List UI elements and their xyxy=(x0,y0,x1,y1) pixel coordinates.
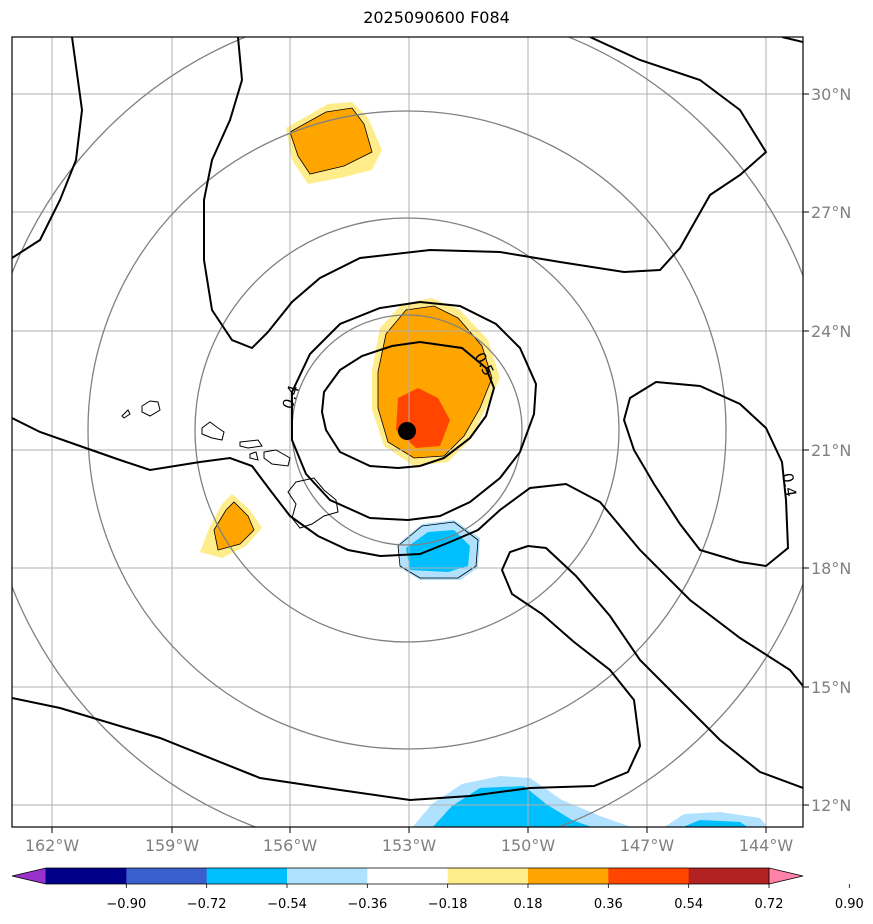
contour-label-west: 0.4 xyxy=(279,383,303,411)
latitude-labels: 30°N 27°N 24°N 21°N 18°N 15°N 12°N xyxy=(811,85,851,815)
contour-label-east: 0.4 xyxy=(778,472,800,499)
colorbar-segment xyxy=(447,868,529,884)
colorbar-tick-label: 0.36 xyxy=(594,897,623,912)
colorbar-outline xyxy=(46,867,769,885)
lat-label: 21°N xyxy=(811,441,851,460)
storm-center-marker xyxy=(398,422,416,440)
lat-label: 18°N xyxy=(811,559,851,578)
longitude-labels: 162°W 159°W 156°W 153°W 150°W 147°W 144°… xyxy=(25,836,794,855)
shading-outlines xyxy=(213,107,493,579)
colorbar-tick-label: −0.36 xyxy=(347,897,387,912)
colorbar-segment xyxy=(528,868,609,884)
positive-anomaly-north xyxy=(286,102,382,184)
map-title: 2025090600 F084 xyxy=(363,8,510,27)
colorbar-extend-high xyxy=(768,867,804,885)
map-frame xyxy=(11,36,804,828)
lat-label: 27°N xyxy=(811,203,851,222)
colorbar xyxy=(11,867,804,885)
colorbar-tick-label: 0.90 xyxy=(835,897,864,912)
colorbar-tick-label: −0.54 xyxy=(267,897,307,912)
colorbar-tick-label: −0.90 xyxy=(106,897,146,912)
graticule xyxy=(12,37,803,827)
negative-anomaly-bottom xyxy=(412,776,768,827)
colorbar-segment xyxy=(126,868,208,884)
lon-label: 150°W xyxy=(501,836,556,855)
lat-label: 12°N xyxy=(811,796,851,815)
lon-label: 159°W xyxy=(145,836,200,855)
lon-label: 162°W xyxy=(25,836,80,855)
positive-anomaly-center xyxy=(372,298,500,466)
negative-anomaly-south-center xyxy=(398,520,480,580)
height-contours xyxy=(12,37,803,802)
colorbar-tick-labels: −0.90 −0.72 −0.54 −0.36 −0.18 0.18 0.36 0.54 0.7… xyxy=(106,884,864,912)
colorbar-segment xyxy=(287,868,368,884)
colorbar-segment xyxy=(367,868,449,884)
colorbar-segment xyxy=(688,868,770,884)
axis-ticks xyxy=(51,93,809,833)
contour-labels: 0.4 0.5 0.4 xyxy=(279,349,800,498)
lat-label: 30°N xyxy=(811,85,851,104)
lon-label: 156°W xyxy=(263,836,318,855)
colorbar-segment xyxy=(46,868,127,884)
lon-label: 144°W xyxy=(739,836,794,855)
colorbar-segment xyxy=(608,868,690,884)
colorbar-segment xyxy=(206,868,288,884)
colorbar-tick-label: 0.18 xyxy=(514,897,543,912)
colorbar-tick-label: 0.72 xyxy=(755,897,784,912)
lon-label: 147°W xyxy=(620,836,675,855)
colorbar-tick-label: −0.72 xyxy=(187,897,227,912)
coastline-islands xyxy=(121,400,339,529)
map-area: 0.4 0.5 0.4 xyxy=(12,37,803,827)
colorbar-extend-low xyxy=(11,867,47,885)
colorbar-tick-label: −0.18 xyxy=(428,897,468,912)
colorbar-tick-label: 0.54 xyxy=(674,897,703,912)
lat-label: 24°N xyxy=(811,322,851,341)
lat-label: 15°N xyxy=(811,678,851,697)
lon-label: 153°W xyxy=(382,836,437,855)
